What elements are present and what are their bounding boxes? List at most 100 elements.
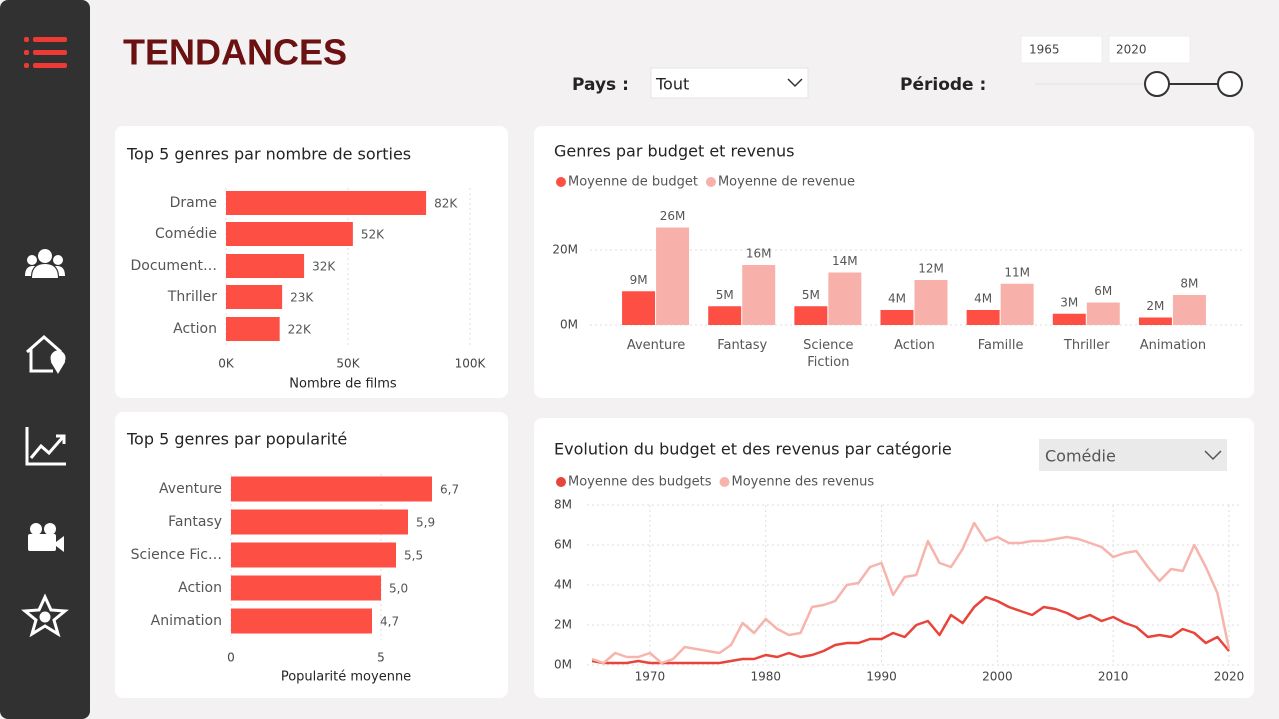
camera-icon[interactable] (28, 523, 64, 552)
bar (231, 575, 381, 601)
bar (1086, 302, 1120, 325)
bar (231, 542, 396, 568)
category-label: Thriller (167, 289, 217, 305)
bar (742, 265, 776, 325)
country-dropdown[interactable] (650, 67, 809, 99)
y-tick-label: 20M (552, 243, 578, 257)
line (591, 521, 1231, 665)
chart-title: Genres par budget et revenus (554, 142, 795, 161)
category-label: Thriller (1063, 338, 1110, 353)
bar (231, 608, 372, 634)
x-tick-label: 5 (377, 651, 385, 665)
value-label: 5,9 (416, 516, 435, 530)
category-dropdown[interactable] (1039, 439, 1227, 471)
value-label: 4M (974, 292, 992, 306)
legend-label: Moyenne des budgets (568, 475, 712, 490)
axis-title: Nombre de films (289, 377, 397, 392)
x-tick-label: 2020 (1214, 670, 1245, 684)
value-label: 16M (746, 247, 772, 261)
category-label: Aventure (159, 481, 222, 497)
bar (226, 254, 305, 278)
country-label: Pays : (572, 75, 629, 95)
legend-label: Moyenne de budget (568, 175, 698, 190)
bar (226, 222, 353, 246)
bar (880, 310, 914, 325)
category-label: Drame (170, 195, 217, 211)
period-start-input[interactable] (1020, 35, 1103, 64)
legend-label: Moyenne de revenue (718, 175, 855, 190)
bar (828, 272, 862, 325)
category-label-box: Aventure (626, 338, 686, 353)
axis-title: Popularité moyenne (281, 670, 411, 685)
category-label: Animation (1139, 338, 1207, 353)
category-label: Aventure (626, 338, 686, 353)
x-tick-label: 50K (336, 357, 360, 371)
value-label: 4,7 (380, 615, 399, 629)
category-label: Comédie (155, 226, 217, 242)
x-tick-label: 1970 (635, 670, 666, 684)
value-label: 82K (434, 197, 458, 211)
chart-title: Top 5 genres par nombre de sorties (126, 145, 411, 164)
value-label: 11M (1004, 265, 1030, 279)
period-start: 1965 (1029, 43, 1060, 57)
menu-icon[interactable] (24, 37, 67, 68)
people-icon[interactable] (25, 249, 65, 278)
home-icon[interactable] (26, 334, 66, 374)
bar (226, 285, 283, 309)
bar (622, 291, 656, 325)
value-label: 9M (630, 273, 648, 287)
value-label: 26M (660, 209, 686, 223)
category-label-box: Fantasy (717, 338, 768, 353)
value-label: 5M (716, 288, 734, 302)
category-label-box: Action (894, 338, 935, 353)
category-label: Action (178, 580, 222, 596)
category-label-box: Animation (1139, 338, 1207, 353)
y-tick-label: 2M (554, 618, 572, 632)
legend-label: Moyenne des revenus (732, 475, 875, 490)
value-label: 14M (832, 254, 858, 268)
x-tick-label: 0 (227, 651, 235, 665)
value-label: 52K (361, 228, 385, 242)
y-tick-label: 4M (554, 578, 572, 592)
category-label: Famille (977, 338, 1024, 353)
chart-icon[interactable] (25, 427, 66, 466)
slider-handle[interactable] (1144, 71, 1170, 97)
x-tick-label: 0K (218, 357, 235, 371)
value-label: 32K (312, 260, 336, 274)
period-end-input[interactable] (1108, 35, 1191, 64)
dropdown-chevron (1204, 450, 1222, 461)
chart-title: Evolution du budget et des revenus par c… (554, 440, 952, 459)
category-label: Science Fiction (803, 338, 854, 370)
value-label: 6,7 (440, 483, 459, 497)
value-label: 5M (802, 288, 820, 302)
category-label: Fantasy (717, 338, 768, 353)
bar (708, 306, 742, 325)
category-label-box: Science Fiction (803, 338, 854, 370)
page-title: TENDANCES (123, 32, 347, 73)
period-end: 2020 (1116, 43, 1147, 57)
legend-marker (556, 477, 566, 487)
value-label: 5,0 (389, 582, 408, 596)
legend-marker (719, 477, 730, 487)
bar (656, 227, 690, 325)
bar (1000, 283, 1034, 325)
value-label: 8M (1180, 277, 1198, 291)
slider-handle[interactable] (1217, 71, 1243, 97)
chart-title: Top 5 genres par popularité (126, 430, 347, 449)
value-label: 6M (1094, 284, 1112, 298)
bar (1172, 295, 1206, 325)
value-label: 4M (888, 292, 906, 306)
star-icon[interactable] (21, 593, 69, 638)
bar (794, 306, 828, 325)
panel (534, 126, 1254, 398)
bar (231, 509, 408, 535)
value-label: 5,5 (404, 549, 423, 563)
value-label: 22K (288, 323, 312, 337)
category-value: Comédie (1045, 447, 1116, 466)
country-value: Tout (655, 75, 689, 94)
x-tick-label: 2010 (1098, 670, 1129, 684)
x-tick-label: 1980 (750, 670, 781, 684)
value-label: 23K (290, 291, 314, 305)
